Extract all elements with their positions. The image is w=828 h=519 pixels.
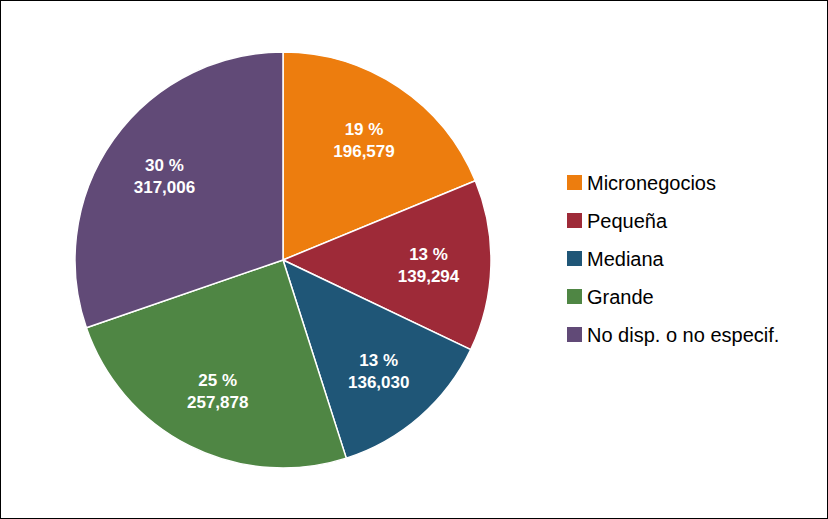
percent-label: 13 % (409, 245, 448, 264)
value-label: 136,030 (348, 373, 409, 392)
legend-swatch (567, 175, 582, 190)
legend-swatch (567, 213, 582, 228)
value-label: 196,579 (333, 142, 394, 161)
legend-label: Mediana (587, 248, 665, 270)
slice (75, 52, 283, 328)
percent-label: 19 % (345, 120, 384, 139)
percent-label: 13 % (359, 351, 398, 370)
legend-swatch (567, 251, 582, 266)
percent-label: 25 % (198, 371, 237, 390)
percent-label: 30 % (145, 156, 184, 175)
value-label: 317,006 (134, 178, 195, 197)
legend-swatch (567, 327, 582, 342)
slices (75, 52, 491, 468)
chart-root: 19 % 196,579 13 % 139,294 13 % 136,030 25 % 257… (0, 0, 828, 519)
legend-swatch (567, 289, 582, 304)
legend-label: Pequeña (587, 210, 668, 232)
value-label: 139,294 (398, 267, 460, 286)
legend: Micronegocios Pequeña Mediana Grande No disp… (567, 172, 779, 346)
legend-label: Grande (587, 286, 654, 308)
data-labels: 19 % 196,579 13 % 139,294 13 % 136,030 25 % 257… (134, 120, 460, 412)
legend-label: No disp. o no especif. (587, 324, 779, 346)
frame (1, 1, 828, 519)
legend-label: Micronegocios (587, 172, 716, 194)
chart: 19 % 196,579 13 % 139,294 13 % 136,030 25 % 257… (0, 0, 828, 519)
value-label: 257,878 (187, 393, 248, 412)
